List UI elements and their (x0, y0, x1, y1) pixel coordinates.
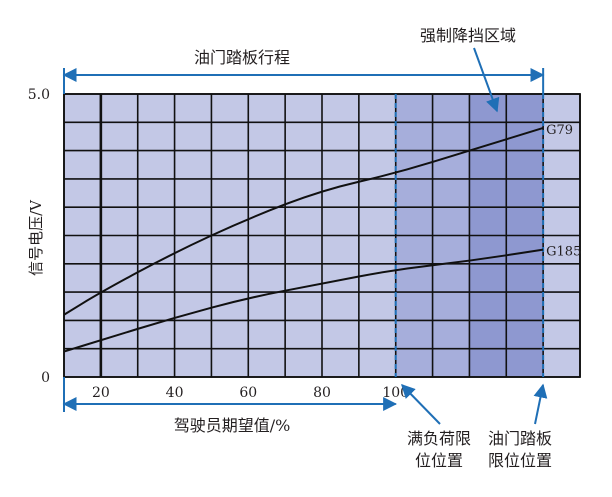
x-tick-label: 40 (166, 385, 184, 401)
series-label-g185: G185 (546, 245, 581, 260)
series-layer: G79 G185 (63, 123, 581, 353)
x-tick-label: 20 (92, 385, 110, 401)
pedal-travel-label: 油门踏板行程 (194, 48, 290, 67)
y-tick-label: 0 (41, 370, 50, 386)
y-tick-label: 5.0 (28, 87, 50, 103)
x-tick-label: 60 (239, 385, 257, 401)
kickdown-pointer-arrow (473, 47, 500, 113)
series-label-g79: G79 (546, 123, 573, 138)
pedal-limit-pointer-arrow (533, 383, 548, 425)
plot-border (63, 93, 581, 378)
full-load-pointer-arrow (401, 383, 441, 425)
series-line-g185 (63, 248, 544, 353)
pedal-limit-label-line2: 限位位置 (488, 451, 552, 470)
full-load-label-line2: 位位置 (415, 451, 463, 470)
y-axis-label: 信号电压/V (27, 199, 45, 276)
pedal-limit-label-line1: 油门踏板 (488, 429, 552, 448)
kickdown-zone-label: 强制降挡区域 (420, 26, 516, 45)
x-axis-label: 驾驶员期望值/% (174, 416, 291, 435)
x-tick-label: 80 (313, 385, 331, 401)
full-load-label-line1: 满负荷限 (407, 429, 471, 448)
series-line-g79 (63, 127, 544, 316)
